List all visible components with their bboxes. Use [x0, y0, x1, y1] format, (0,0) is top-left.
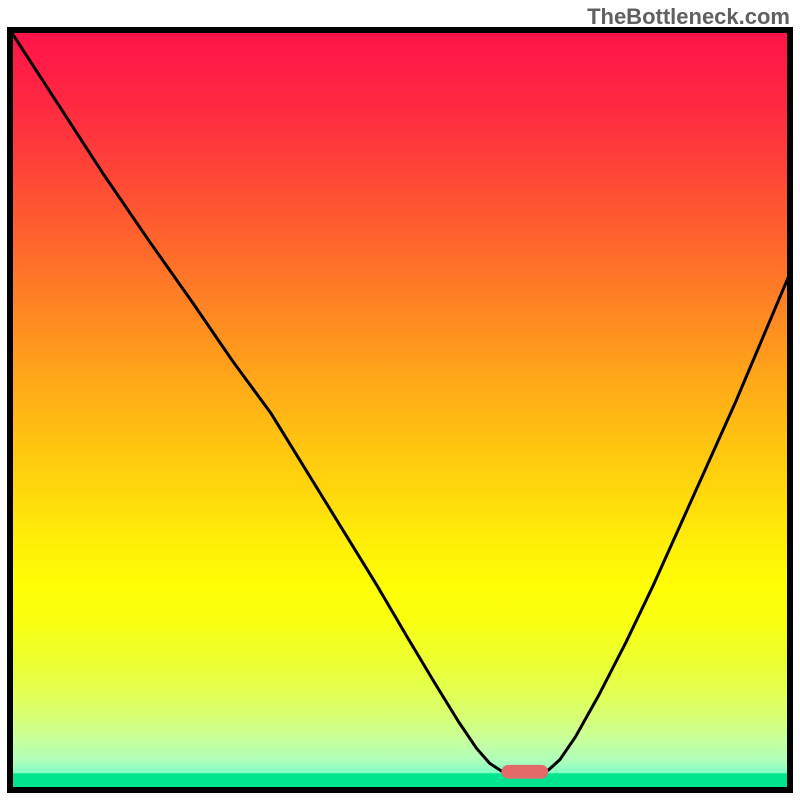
gradient-background: [10, 30, 790, 790]
bottleneck-chart: [0, 0, 800, 800]
optimal-marker: [501, 765, 548, 779]
chart-container: TheBottleneck.com: [0, 0, 800, 800]
watermark-text: TheBottleneck.com: [587, 4, 790, 30]
